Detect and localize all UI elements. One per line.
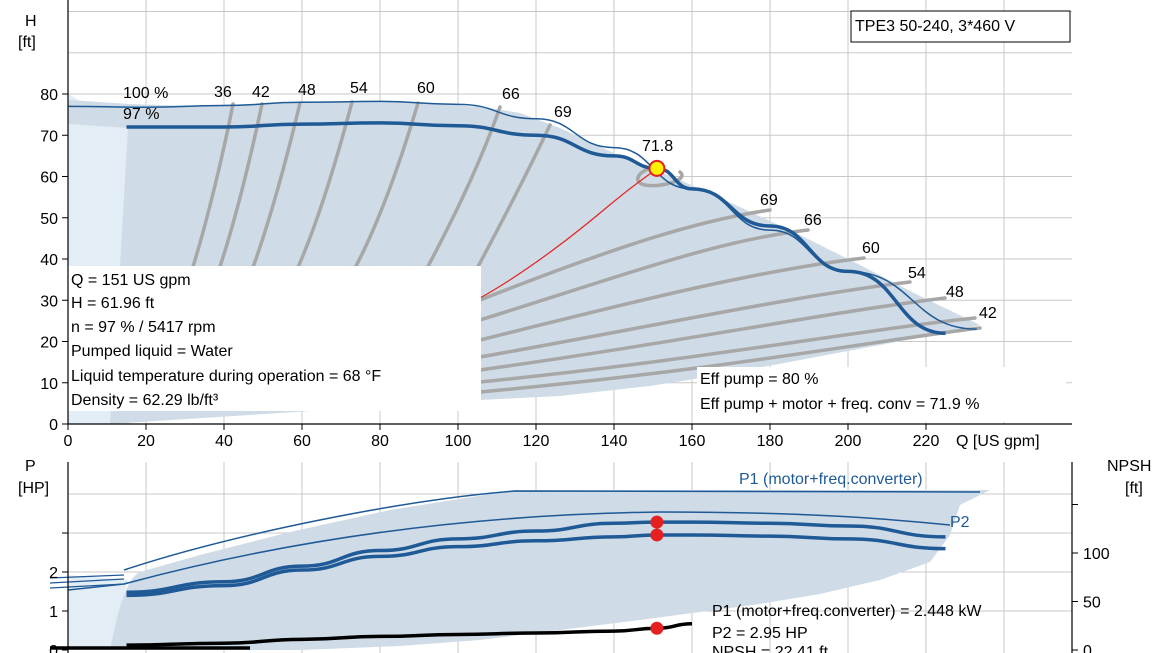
- power-axis-ticks: 0 1 2 0 50 100: [49, 504, 1110, 653]
- info-p1: P1 (motor+freq.converter) = 2.448 kW: [712, 603, 982, 620]
- eff-curve-66-right: [478, 228, 810, 322]
- qh-x-tick-label: 0: [64, 433, 73, 450]
- title-box-bg: [850, 10, 1071, 43]
- p2-series-label: P2: [950, 514, 970, 531]
- power-info-box: P1 (motor+freq.converter) = 2.448 kW P2 …: [712, 603, 982, 653]
- eff-label-69-right: 69: [760, 192, 778, 209]
- efficiency-labels: 36 42 48 54 60 66 69 71.8 69 66 60 54 48…: [214, 80, 997, 322]
- qh-y-tick-label: 40: [40, 252, 58, 269]
- qh-x-tick-label: 160: [679, 433, 706, 450]
- eff-label-bep: 71.8: [642, 138, 673, 155]
- qh-x-tick-label: 60: [293, 433, 311, 450]
- power-curve-p1-upper: [123, 490, 981, 571]
- info-density: Density = 62.29 lb/ft³: [71, 392, 219, 409]
- qh-info-box: Q = 151 US gpm H = 61.96 ft n = 97 % / 5…: [68, 266, 481, 411]
- power-y-tick-label: 1: [49, 604, 58, 621]
- eff-label-54-left: 54: [350, 80, 368, 97]
- qh-curve-97-percent: [126, 121, 946, 335]
- npsh-y-axis-unit: [ft]: [1125, 480, 1143, 497]
- qh-y-tick-label: 60: [40, 170, 58, 187]
- qh-y-tick-label: 20: [40, 335, 58, 352]
- info-head: H = 61.96 ft: [71, 295, 155, 312]
- title-box: TPE3 50-240, 3*460 V: [850, 10, 1071, 43]
- qh-info-box-bg: [68, 266, 481, 411]
- power-y-tick-label: 0: [49, 643, 58, 653]
- qh-x-tick-label: 140: [601, 433, 628, 450]
- power-npsh-chart: P1 (motor+freq.converter) P2 P1 (motor+f…: [18, 458, 1151, 653]
- eff-label-69-left: 69: [554, 104, 572, 121]
- qh-y-tick-label: 30: [40, 293, 58, 310]
- eff-curve-42-right: [478, 316, 977, 384]
- power-y-axis-unit: [HP]: [18, 480, 49, 497]
- power-curve-left-lines: [49, 574, 125, 589]
- qh-x-tick-label: 220: [913, 433, 940, 450]
- qh-y-tick-label: 70: [40, 128, 58, 145]
- eff-curve-48-right: [478, 296, 947, 372]
- qh-x-tick-label: 20: [137, 433, 155, 450]
- npsh-operating-point: [650, 621, 664, 635]
- info-flow: Q = 151 US gpm: [71, 272, 191, 289]
- npsh-curve: [126, 622, 693, 647]
- eff-pump: Eff pump = 80 %: [700, 371, 818, 388]
- power-region: [68, 490, 990, 650]
- p1-operating-point: [650, 515, 664, 529]
- eff-label-48-left: 48: [298, 82, 316, 99]
- npsh-y-axis-label: NPSH: [1107, 458, 1151, 475]
- eff-label-48-right: 48: [946, 284, 964, 301]
- qh-chart: 36 42 48 54 60 66 69 71.8 69 66 60 54 48…: [18, 0, 1072, 450]
- qh-y-tick-label: 0: [49, 417, 58, 434]
- npsh-y-tick-label: 100: [1083, 546, 1110, 563]
- qh-x-tick-label: 40: [215, 433, 233, 450]
- power-light-region: [68, 575, 128, 650]
- info-temperature: Liquid temperature during operation = 68…: [71, 368, 381, 385]
- eff-info-box: Eff pump = 80 % Eff pump + motor + freq.…: [697, 367, 1066, 422]
- eff-label-60-left: 60: [417, 80, 435, 97]
- npsh-y-tick-label: 50: [1083, 595, 1101, 612]
- info-liquid: Pumped liquid = Water: [71, 343, 233, 360]
- p1-series-label: P1 (motor+freq.converter): [739, 471, 923, 488]
- power-curve-p2-lower: [67, 511, 951, 591]
- eff-label-42-right: 42: [979, 305, 997, 322]
- speed-label-97: 97 %: [123, 106, 159, 123]
- info-p2: P2 = 2.95 HP: [712, 625, 808, 642]
- qh-y-tick-label: 80: [40, 87, 58, 104]
- power-y-axis-label: P: [25, 458, 36, 475]
- chart-title: TPE3 50-240, 3*460 V: [855, 18, 1015, 35]
- eff-label-42-left: 42: [252, 84, 270, 101]
- qh-axis-ticks: 0 20 40 60 80 100 120 140 160 180 200 220 0 10 20 30 40 5…: [40, 87, 939, 450]
- qh-x-axis-label: Q [US gpm]: [956, 433, 1040, 450]
- eff-total: Eff pump + motor + freq. conv = 71.9 %: [700, 396, 979, 413]
- system-curve: [479, 166, 661, 299]
- power-curve-p1: [126, 520, 946, 595]
- qh-x-tick-label: 120: [523, 433, 550, 450]
- eff-label-54-right: 54: [908, 265, 926, 282]
- eff-curve-69-right: [478, 208, 772, 302]
- qh-y-tick-label: 50: [40, 211, 58, 228]
- power-y-tick-label: 2: [49, 565, 58, 582]
- eff-label-66-right: 66: [804, 212, 822, 229]
- qh-x-tick-label: 80: [371, 433, 389, 450]
- power-curve-p2: [126, 533, 946, 598]
- qh-x-tick-label: 180: [757, 433, 784, 450]
- p2-operating-point: [650, 528, 664, 542]
- eff-curve-54-right: [478, 280, 912, 359]
- eff-label-60-right: 60: [862, 240, 880, 257]
- npsh-y-tick-label: 0: [1083, 643, 1092, 653]
- qh-y-axis-label: H: [25, 13, 37, 30]
- eff-curve-bep-loop: [636, 165, 684, 188]
- qh-y-tick-label: 10: [40, 376, 58, 393]
- eff-label-66-left: 66: [502, 86, 520, 103]
- speed-label-100: 100 %: [123, 85, 168, 102]
- info-npsh: NPSH = 22.41 ft: [712, 644, 829, 653]
- qh-x-tick-label: 100: [445, 433, 472, 450]
- eff-label-36-left: 36: [214, 84, 232, 101]
- info-speed: n = 97 % / 5417 rpm: [71, 319, 216, 336]
- eff-info-box-bg: [697, 367, 1066, 422]
- qh-x-tick-label: 200: [835, 433, 862, 450]
- qh-operating-point: [648, 159, 666, 177]
- qh-y-axis-unit: [ft]: [18, 34, 36, 51]
